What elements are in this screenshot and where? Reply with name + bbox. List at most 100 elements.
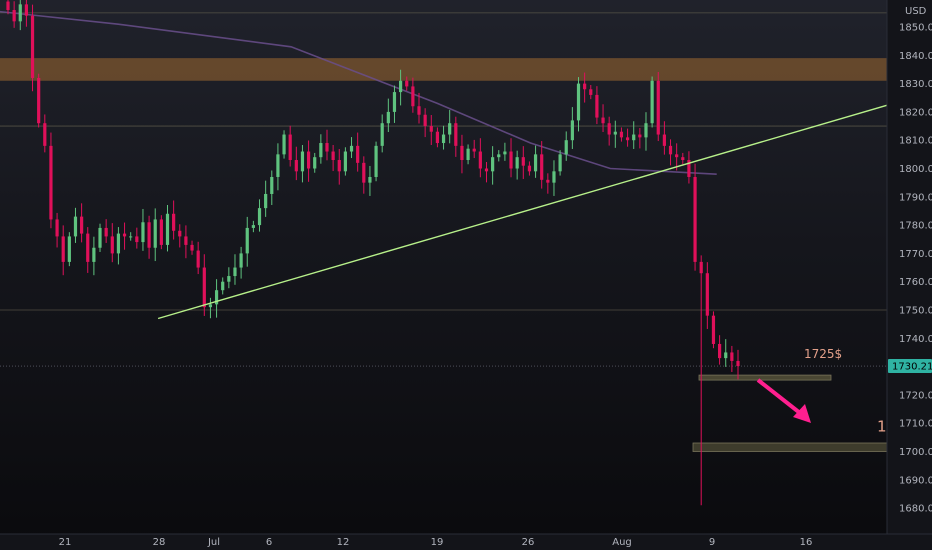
candle-body [380, 123, 384, 146]
candle-body [349, 145, 354, 152]
candle-body [656, 80, 660, 135]
candle-body [533, 154, 538, 172]
candle-body [141, 222, 145, 243]
candle-body [122, 233, 127, 237]
candle-body [491, 157, 495, 172]
candle-body [564, 140, 568, 155]
x-tick-label: 6 [266, 537, 272, 548]
candle-body [484, 168, 489, 172]
x-tick-label: 9 [709, 537, 715, 548]
candle-body [613, 131, 617, 135]
candle-body [257, 208, 262, 226]
candle-body [625, 137, 630, 141]
y-tick-label: 1740.00 [899, 334, 932, 345]
candle-body [392, 92, 397, 112]
resistance-zone [0, 58, 887, 81]
candle-body [515, 157, 519, 169]
candle-body [288, 134, 292, 161]
candle-body [239, 253, 243, 268]
x-tick-label: 26 [522, 537, 535, 548]
candle-body [386, 111, 390, 124]
candle-body [110, 236, 114, 254]
candle-body [717, 343, 722, 359]
candle-body [644, 123, 648, 138]
candle-body [417, 106, 421, 115]
arrow-head-icon [793, 404, 811, 423]
last-price-badge [888, 359, 932, 374]
support-zone-1700 [692, 442, 888, 452]
candle-body [313, 157, 317, 169]
candle-body [251, 225, 255, 228]
candle-body [619, 131, 624, 138]
last-price-tag: 1730.21 [888, 359, 932, 374]
candle-body [104, 227, 108, 237]
candle-body [589, 89, 593, 95]
candle-body [435, 131, 440, 144]
y-tick-label: 1690.00 [899, 475, 932, 486]
candle-body [583, 83, 587, 90]
candle-body [208, 304, 213, 308]
moving-average-line [0, 10, 717, 175]
candle-body [86, 233, 90, 262]
y-tick-label: 1700.00 [899, 447, 932, 458]
candle-body [356, 145, 360, 163]
candle-body [668, 145, 673, 155]
candle-body [503, 151, 507, 155]
candle-body [601, 117, 605, 124]
y-tick-label: 1810.00 [899, 136, 932, 147]
candle-body [429, 126, 433, 132]
x-tick-label: 16 [800, 537, 813, 548]
candles-layer [6, 0, 740, 506]
candle-body [300, 151, 305, 172]
y-tick-label: 1760.00 [899, 277, 932, 288]
candle-body [399, 80, 403, 93]
candle-body [178, 230, 182, 237]
candle-body [441, 134, 446, 144]
candle-body [12, 10, 16, 22]
y-tick-label: 1770.00 [899, 249, 932, 260]
candle-body [147, 222, 151, 248]
y-tick-label: 1820.00 [899, 107, 932, 118]
candle-body [558, 154, 562, 172]
candle-body [202, 267, 206, 308]
y-tick-label: 1680.00 [899, 504, 932, 515]
candle-body [540, 154, 544, 180]
candle-body [711, 315, 716, 344]
candle-body [24, 4, 29, 16]
candle-body [662, 134, 666, 146]
candle-body [214, 290, 219, 305]
candle-body [454, 123, 458, 146]
ascending-trendline [157, 99, 904, 320]
candle-body [135, 236, 139, 243]
candle-body [472, 148, 476, 152]
candle-body [55, 219, 59, 237]
candle-body [362, 162, 366, 183]
x-tick-label: 21 [59, 537, 72, 548]
candle-body [509, 151, 513, 169]
candle-body [632, 134, 636, 141]
candle-body [37, 77, 41, 124]
candle-body [521, 157, 525, 166]
candle-body [196, 250, 200, 268]
candle-body [460, 145, 464, 161]
y-tick-label: 1800.00 [899, 164, 932, 175]
candle-body [190, 244, 194, 251]
y-tick-label: 1830.00 [899, 79, 932, 90]
candle-body [80, 216, 84, 234]
arrow-shaft [756, 378, 802, 415]
trendline-layer [157, 99, 904, 423]
candle-body [6, 1, 10, 11]
candle-body [276, 154, 280, 177]
candle-body [153, 219, 157, 248]
candle-body [18, 4, 22, 22]
candle-body [368, 176, 372, 183]
candle-body [423, 114, 427, 127]
candle-body [497, 154, 501, 158]
candle-body [129, 236, 133, 238]
x-tick-label: 28 [153, 537, 166, 548]
candle-body [92, 247, 96, 262]
candle-body [570, 120, 574, 141]
candle-body [411, 86, 415, 107]
